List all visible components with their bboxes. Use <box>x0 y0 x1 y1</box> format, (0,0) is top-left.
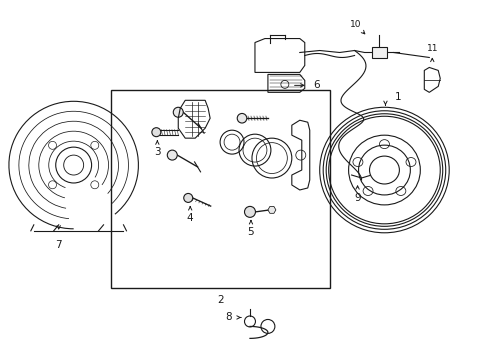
Text: 10: 10 <box>350 20 361 29</box>
Text: 8: 8 <box>225 312 232 323</box>
Bar <box>371 46 388 58</box>
Circle shape <box>152 128 161 137</box>
Circle shape <box>184 193 193 202</box>
Text: 7: 7 <box>55 240 62 250</box>
Text: 3: 3 <box>154 147 161 157</box>
Bar <box>111 90 330 288</box>
Polygon shape <box>268 206 276 213</box>
Text: 2: 2 <box>217 294 223 305</box>
Ellipse shape <box>369 156 399 184</box>
Text: 5: 5 <box>247 227 254 237</box>
Text: 6: 6 <box>314 80 320 90</box>
Text: 1: 1 <box>395 92 402 102</box>
Circle shape <box>245 206 255 217</box>
Text: 4: 4 <box>187 213 194 223</box>
Circle shape <box>167 150 177 160</box>
Circle shape <box>173 107 183 117</box>
Text: 9: 9 <box>354 193 361 203</box>
Text: 11: 11 <box>426 44 438 53</box>
Circle shape <box>237 113 247 123</box>
